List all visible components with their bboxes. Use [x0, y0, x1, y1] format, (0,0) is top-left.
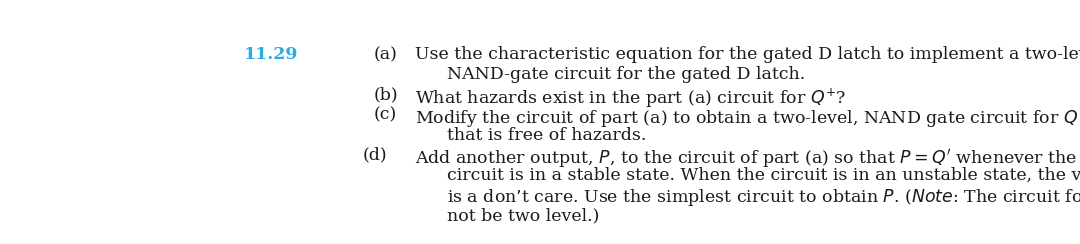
- Text: not be two level.): not be two level.): [447, 207, 599, 224]
- Text: Modify the circuit of part (a) to obtain a two-level, NAND gate circuit for $Q^{: Modify the circuit of part (a) to obtain…: [416, 106, 1080, 130]
- Text: NAND-gate circuit for the gated D latch.: NAND-gate circuit for the gated D latch.: [447, 66, 806, 83]
- Text: Use the characteristic equation for the gated D latch to implement a two-level,: Use the characteristic equation for the …: [416, 46, 1080, 63]
- Text: 11.29: 11.29: [244, 46, 298, 63]
- Text: (a): (a): [374, 46, 397, 63]
- Text: circuit is in a stable state. When the circuit is in an unstable state, the valu: circuit is in a stable state. When the c…: [447, 167, 1080, 184]
- Text: (d): (d): [363, 147, 388, 164]
- Text: that is free of hazards.: that is free of hazards.: [447, 127, 647, 144]
- Text: is a don’t care. Use the simplest circuit to obtain $P$. ($\mathit{Note}$: The c: is a don’t care. Use the simplest circui…: [447, 187, 1080, 208]
- Text: (b): (b): [374, 86, 399, 103]
- Text: Add another output, $P$, to the circuit of part (a) so that $P = Q'$ whenever th: Add another output, $P$, to the circuit …: [416, 147, 1078, 170]
- Text: What hazards exist in the part (a) circuit for $Q^{+}$?: What hazards exist in the part (a) circu…: [416, 86, 847, 110]
- Text: (c): (c): [374, 106, 396, 123]
